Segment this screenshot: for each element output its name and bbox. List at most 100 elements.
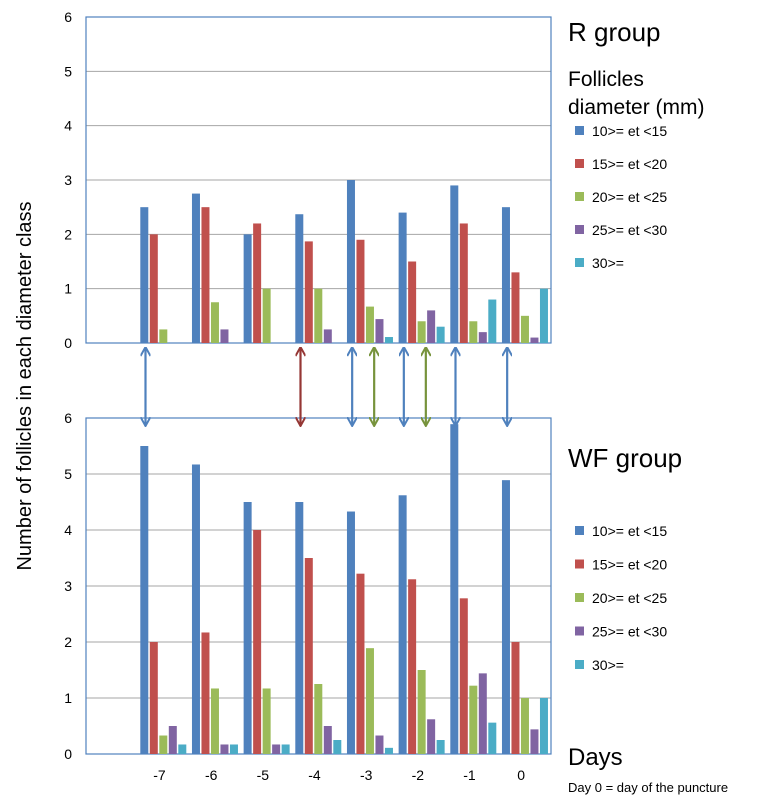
y-tick-label: 0 — [64, 335, 72, 351]
bar — [365, 306, 374, 343]
bar — [539, 288, 548, 343]
bar — [253, 223, 262, 343]
legend-entry: 25>= et <30 — [592, 624, 667, 640]
bar — [304, 558, 313, 754]
bar — [398, 495, 407, 754]
bar — [191, 464, 200, 754]
bar — [304, 241, 313, 343]
legend-swatch — [575, 593, 584, 602]
bar — [201, 207, 210, 343]
bar — [243, 502, 252, 754]
bar — [520, 698, 529, 754]
bar — [243, 234, 252, 343]
legend-swatch — [575, 258, 584, 267]
x-tick-label: -2 — [412, 767, 425, 783]
bar — [501, 480, 510, 754]
legend-entry: 15>= et <20 — [592, 156, 667, 172]
bar — [272, 744, 281, 754]
r-group-chart: 0 1 2 3 4 5 6 — [64, 9, 552, 351]
y-tick-label: 4 — [64, 522, 72, 538]
bar — [149, 234, 158, 343]
bar — [191, 193, 200, 343]
x-tick-label: -6 — [205, 767, 218, 783]
bar — [323, 329, 332, 343]
x-axis-title: Days — [568, 744, 623, 771]
bar — [159, 735, 168, 754]
x-tick-label: -5 — [257, 767, 270, 783]
y-tick-label: 1 — [64, 690, 72, 706]
bar — [488, 299, 497, 343]
bar — [427, 719, 436, 754]
legend-swatch — [575, 660, 584, 669]
bar — [417, 321, 426, 343]
bar — [149, 642, 158, 754]
bar — [323, 726, 332, 754]
bar — [469, 321, 478, 343]
bar — [140, 446, 149, 754]
bar — [295, 214, 304, 343]
legends: Follicles diameter (mm) 10>= et <15 15>= et… — [568, 68, 705, 673]
bar — [220, 744, 229, 754]
bar — [511, 272, 520, 343]
bar — [530, 729, 539, 754]
wf-group-chart: 0 1 2 3 4 5 6 -7 -6 -5 -4 -3 -2 -1 0 — [64, 410, 552, 783]
y-tick-label: 6 — [64, 9, 72, 25]
y-tick-label: 2 — [64, 226, 72, 242]
bar — [417, 670, 426, 754]
bar — [459, 598, 468, 754]
arrow-connectors — [146, 348, 508, 426]
x-tick-label: 0 — [517, 767, 525, 783]
bar — [229, 744, 238, 754]
wf-group-title: WF group — [568, 443, 682, 473]
r-group-title: R group — [568, 17, 661, 47]
y-axis-label: Number of follicles in each diameter cla… — [14, 201, 36, 570]
y-tick-label: 2 — [64, 634, 72, 650]
x-tick-label: -1 — [463, 767, 476, 783]
bar — [356, 573, 365, 754]
y-tick-label: 3 — [64, 578, 72, 594]
bar — [539, 698, 548, 754]
x-tick-label: -3 — [360, 767, 373, 783]
bar — [314, 684, 323, 754]
legend-entry: 15>= et <20 — [592, 557, 667, 573]
legend-swatch — [575, 192, 584, 201]
x-tick-label: -7 — [153, 767, 166, 783]
bar — [333, 740, 342, 754]
bar — [408, 579, 417, 754]
legend-swatch — [575, 126, 584, 135]
x-tick-label: -4 — [308, 767, 321, 783]
bar — [436, 326, 445, 343]
y-tick-label: 5 — [64, 466, 72, 482]
legend-swatch — [575, 626, 584, 636]
y-tick-label: 5 — [64, 63, 72, 79]
bar — [459, 223, 468, 343]
bar — [501, 207, 510, 343]
bar — [210, 302, 219, 343]
legend-title: diameter (mm) — [568, 96, 705, 119]
bar — [281, 744, 290, 754]
x-axis-note: Day 0 = day of the puncture — [568, 780, 728, 795]
legend-title: Follicles — [568, 68, 644, 91]
bar — [262, 288, 271, 343]
bar — [450, 185, 459, 343]
bar — [201, 632, 210, 754]
legend-swatch — [575, 559, 584, 569]
bar — [384, 747, 393, 754]
bar — [478, 673, 487, 754]
legend-entry: 30>= — [592, 657, 624, 673]
legend-swatch — [575, 159, 584, 168]
bar — [295, 502, 304, 754]
legend-entry: 30>= — [592, 255, 624, 271]
bar — [469, 685, 478, 754]
legend-entry: 10>= et <15 — [592, 523, 667, 539]
bar — [436, 740, 445, 754]
bar — [365, 648, 374, 754]
legend-entry: 20>= et <25 — [592, 590, 667, 606]
bar — [408, 261, 417, 343]
y-tick-label: 4 — [64, 118, 72, 134]
y-tick-label: 1 — [64, 281, 72, 297]
bar — [398, 212, 407, 343]
bar — [253, 530, 262, 754]
y-tick-label: 0 — [64, 746, 72, 762]
